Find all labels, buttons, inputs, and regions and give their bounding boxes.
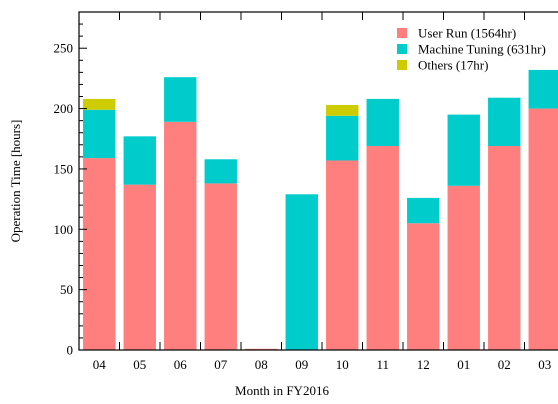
bar-03-series-1	[528, 69, 558, 109]
y-tick-label: 0	[67, 343, 74, 358]
x-tick-label: 09	[295, 357, 308, 372]
legend-label: Machine Tuning (631hr)	[418, 42, 546, 57]
bar-08-series-0	[245, 348, 278, 350]
y-tick-label: 150	[54, 161, 74, 176]
bar-02-series-1	[488, 97, 521, 146]
legend-swatch	[397, 28, 407, 38]
y-tick-label: 100	[54, 222, 74, 237]
bar-04-series-2	[83, 98, 116, 110]
y-axis-title: Operation Time [hours]	[8, 120, 23, 243]
bar-06-series-0	[164, 121, 197, 350]
legend-swatch	[397, 60, 407, 70]
bar-11-series-1	[366, 98, 399, 146]
bar-05-series-1	[123, 136, 156, 185]
x-tick-label: 03	[538, 357, 551, 372]
x-tick-label: 11	[376, 357, 389, 372]
bar-07-series-1	[204, 159, 237, 184]
bar-11-series-0	[366, 145, 399, 350]
axes-layer: 04 05 06 07 08 09 10 11 12 01 02 03 0 50 100 150 200 250	[54, 11, 551, 372]
y-tick-label: 50	[60, 282, 73, 297]
bar-04-series-0	[83, 158, 116, 350]
bar-12-series-1	[407, 197, 440, 224]
bar-01-series-0	[447, 185, 480, 350]
bar-02-series-0	[488, 145, 521, 350]
bar-01-series-1	[447, 114, 480, 186]
x-tick-label: 10	[336, 357, 349, 372]
x-axis-title: Month in FY2016	[235, 383, 329, 398]
bars-layer	[83, 69, 558, 350]
legend-label: Others (17hr)	[418, 58, 488, 73]
legend-label: User Run (1564hr)	[418, 26, 516, 41]
bar-12-series-0	[407, 223, 440, 350]
x-tick-label: 04	[93, 357, 107, 372]
legend-swatch	[397, 44, 407, 54]
x-tick-label: 08	[255, 357, 268, 372]
x-tick-label: 02	[498, 357, 511, 372]
bar-07-series-0	[204, 183, 237, 350]
bar-04-series-1	[83, 109, 116, 159]
bar-10-series-1	[326, 115, 359, 161]
bar-03-series-0	[528, 108, 558, 350]
y-tick-label: 250	[54, 41, 74, 56]
legend: User Run (1564hr)Machine Tuning (631hr)O…	[397, 26, 546, 73]
bar-05-series-0	[123, 184, 156, 350]
x-tick-label: 12	[417, 357, 430, 372]
x-tick-label: 01	[457, 357, 470, 372]
x-tick-label: 07	[214, 357, 228, 372]
x-tick-label: 05	[133, 357, 146, 372]
bar-10-series-0	[326, 160, 359, 350]
y-tick-label: 200	[54, 101, 74, 116]
bar-10-series-2	[326, 104, 359, 116]
x-tick-label: 06	[174, 357, 188, 372]
bar-06-series-1	[164, 77, 197, 122]
bar-09-series-1	[285, 194, 318, 350]
